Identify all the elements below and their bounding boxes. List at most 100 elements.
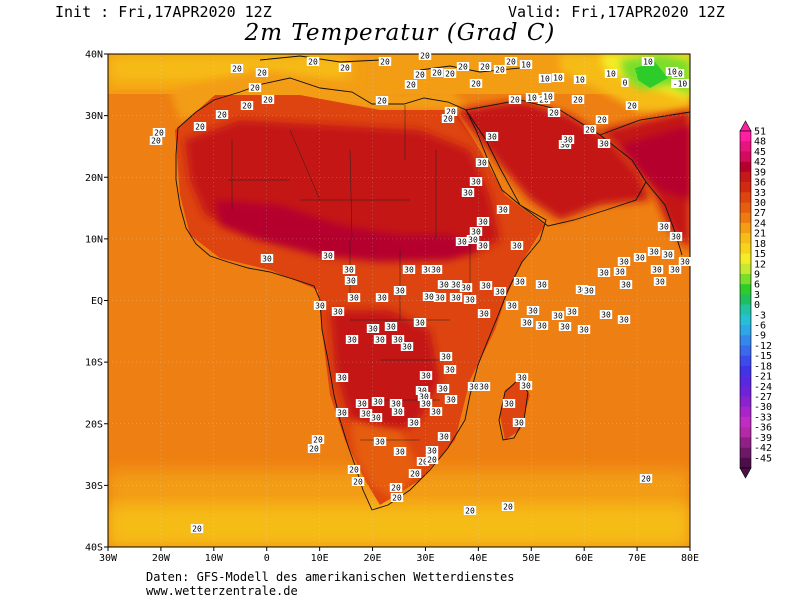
temperature-contour-label: 30	[402, 265, 416, 275]
temperature-contour-label: 20	[193, 122, 207, 132]
colorbar-swatch	[740, 365, 751, 377]
svg-text:30: 30	[471, 228, 481, 237]
svg-text:20: 20	[495, 66, 505, 75]
colorbar-swatch	[740, 294, 751, 305]
svg-text:30: 30	[393, 336, 403, 345]
svg-text:20: 20	[480, 63, 490, 72]
svg-text:30: 30	[391, 400, 401, 409]
svg-text:30: 30	[521, 382, 531, 391]
temperature-contour-label: 30	[496, 205, 510, 215]
lat-label: 40N	[85, 50, 103, 61]
lon-label: 10E	[311, 553, 329, 564]
colorbar-level-label: 39	[754, 167, 766, 178]
svg-text:20: 20	[257, 69, 267, 78]
svg-text:30: 30	[514, 419, 524, 428]
temperature-contour-label: 30	[400, 342, 414, 352]
colorbar-level-label: -39	[754, 433, 772, 444]
colorbar-level-label: 18	[754, 239, 766, 250]
svg-text:30: 30	[337, 374, 347, 383]
temperature-contour-label: 10	[604, 69, 618, 79]
svg-text:20: 20	[380, 58, 390, 67]
temperature-contour-label: 30	[417, 392, 431, 402]
temperature-contour-label: 30	[425, 446, 439, 456]
temperature-contour-label: 30	[455, 237, 469, 247]
svg-text:30: 30	[504, 400, 514, 409]
temperature-contour-label: 20	[347, 465, 361, 475]
temperature-contour-label: 20	[215, 110, 229, 120]
temperature-contour-label: 30	[466, 235, 480, 245]
svg-text:30: 30	[438, 385, 448, 394]
svg-text:10: 10	[521, 61, 531, 70]
temperature-contour-label: 30	[415, 386, 429, 396]
temperature-contour-label: 20	[404, 80, 418, 90]
svg-text:30: 30	[377, 294, 387, 303]
svg-text:20: 20	[465, 507, 475, 516]
temperature-contour-label: 20	[469, 79, 483, 89]
temperature-contour-label: 20	[190, 524, 204, 534]
colorbar-swatch	[740, 457, 751, 469]
temperature-contour-label: 30	[657, 222, 671, 232]
svg-text:10: 10	[667, 68, 677, 77]
temperature-contour-label: 10	[541, 92, 555, 102]
svg-text:10: 10	[540, 75, 550, 84]
svg-text:30: 30	[599, 140, 609, 149]
svg-text:-10: -10	[673, 80, 688, 89]
temperature-contour-label: 30	[558, 322, 572, 332]
svg-text:20: 20	[151, 137, 161, 146]
colorbar-level-label: 24	[754, 218, 766, 229]
temperature-contour-label: 30	[485, 132, 499, 142]
temperature-contour-label: 30	[558, 140, 572, 150]
lon-label: 30E	[416, 553, 434, 564]
svg-text:30: 30	[619, 316, 629, 325]
colorbar-level-label: -45	[754, 453, 772, 464]
svg-text:20: 20	[458, 63, 468, 72]
svg-text:30: 30	[478, 242, 488, 251]
temperature-contour-label: 20	[338, 63, 352, 73]
temperature-contour-label: 30	[526, 306, 540, 316]
map-title: 2m Temperatur (Grad C)	[244, 20, 556, 46]
temperature-contour-label: 30	[461, 188, 475, 198]
svg-text:20: 20	[641, 475, 651, 484]
colorbar-swatch	[740, 182, 751, 193]
colorbar-level-label: 51	[754, 127, 766, 138]
svg-text:30: 30	[439, 281, 449, 290]
temperature-contour-label: 30	[619, 280, 633, 290]
svg-text:30: 30	[441, 353, 451, 362]
temperature-contour-label: 30	[520, 318, 534, 328]
temperature-contour-label: 30	[459, 283, 473, 293]
svg-text:30: 30	[599, 269, 609, 278]
temperature-contour-label: 30	[669, 232, 683, 242]
temperature-contour-label: 30	[575, 285, 589, 295]
website-credit: www.wetterzentrale.de	[146, 584, 298, 598]
temperature-contour-label: 30	[493, 287, 507, 297]
temperature-contour-label: 30	[661, 250, 675, 260]
svg-text:20: 20	[427, 456, 437, 465]
colorbar-level-label: 33	[754, 188, 766, 199]
temperature-contour-label: 20	[307, 444, 321, 454]
colorbar-swatch	[740, 355, 751, 367]
svg-text:30: 30	[409, 419, 419, 428]
lon-label: 0	[264, 553, 270, 564]
colorbar-swatch	[740, 263, 751, 275]
svg-text:30: 30	[445, 366, 455, 375]
svg-text:30: 30	[479, 383, 489, 392]
svg-text:20: 20	[410, 470, 420, 479]
colorbar-level-label: 30	[754, 198, 766, 209]
temperature-contour-label: 30	[469, 227, 483, 237]
svg-text:30: 30	[478, 218, 488, 227]
svg-text:30: 30	[652, 266, 662, 275]
svg-text:30: 30	[635, 254, 645, 263]
temperature-contour-label: 30	[335, 408, 349, 418]
colorbar-level-label: -21	[754, 372, 772, 383]
svg-text:30: 30	[417, 387, 427, 396]
svg-text:20: 20	[313, 436, 323, 445]
svg-text:10: 10	[575, 76, 585, 85]
temperature-contour-label: 30	[389, 399, 403, 409]
temperature-contour-label: 20	[456, 62, 470, 72]
temperature-contour-label: 30	[617, 257, 631, 267]
temperature-contour-label: 10	[641, 57, 655, 67]
svg-text:20: 20	[443, 115, 453, 124]
temperature-contour-label: 30	[373, 335, 387, 345]
